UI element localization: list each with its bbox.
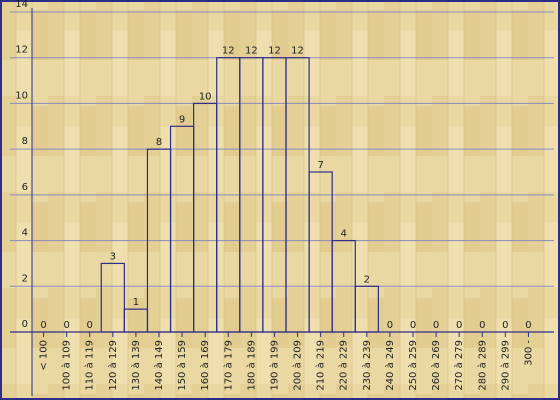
- x-tick-label: 180 à 189: [245, 340, 257, 391]
- y-tick-label: 2: [22, 273, 28, 284]
- data-label: 9: [179, 114, 185, 125]
- x-tick-label: 200 à 209: [292, 340, 304, 391]
- x-tick-label: 270 à 279: [453, 340, 465, 391]
- y-tick-label: 12: [15, 45, 28, 56]
- x-tick-label: 300 -: [523, 340, 534, 366]
- x-tick-label: 130 à 139: [130, 340, 142, 391]
- data-label: 12: [222, 46, 235, 57]
- data-label: 0: [410, 320, 416, 331]
- x-tick-label: 140 à 149: [153, 340, 165, 391]
- x-tick-label: 280 à 289: [476, 340, 488, 391]
- x-tick-label: 160 à 169: [199, 340, 211, 391]
- x-tick-label: < 100: [39, 340, 50, 371]
- data-label: 12: [245, 46, 258, 57]
- data-label: 0: [87, 320, 93, 331]
- x-tick-label: 230 à 239: [361, 340, 373, 391]
- y-tick-label: 0: [22, 319, 28, 330]
- x-tick-label: 260 à 269: [430, 340, 442, 391]
- x-tick-label: 150 à 159: [176, 340, 188, 391]
- data-label: 1: [133, 297, 139, 308]
- data-label: 7: [317, 160, 323, 171]
- data-label: 8: [156, 137, 162, 148]
- data-label: 0: [433, 320, 439, 331]
- x-tick-label: 110 à 119: [84, 340, 96, 391]
- data-label: 3: [110, 251, 116, 262]
- x-tick-label: 190 à 199: [268, 340, 280, 391]
- y-tick-label: 4: [22, 228, 28, 239]
- data-label: 12: [268, 46, 281, 57]
- x-tick-label: 250 à 259: [407, 340, 419, 391]
- data-label: 0: [387, 320, 393, 331]
- data-label: 0: [40, 320, 46, 331]
- data-label: 10: [199, 91, 212, 102]
- x-tick-label: 120 à 129: [107, 340, 119, 391]
- data-label: 12: [291, 46, 304, 57]
- data-label: 0: [479, 320, 485, 331]
- x-tick-label: 240 à 249: [384, 340, 396, 391]
- x-tick-label: 220 à 229: [338, 340, 350, 391]
- y-tick-label: 8: [22, 136, 28, 147]
- data-label: 0: [525, 320, 531, 331]
- x-tick-label: 210 à 219: [315, 340, 327, 391]
- x-tick-label: 170 à 179: [222, 340, 234, 391]
- bar: [100, 262, 125, 333]
- y-tick-label: 14: [15, 0, 28, 10]
- data-label: 0: [456, 320, 462, 331]
- y-tick-label: 6: [22, 182, 28, 193]
- data-label: 0: [63, 320, 69, 331]
- data-label: 4: [341, 229, 347, 240]
- y-tick-label: 10: [15, 90, 28, 101]
- x-tick-label: 100 à 109: [61, 340, 73, 391]
- data-label: 2: [364, 274, 370, 285]
- data-label: 0: [502, 320, 508, 331]
- x-tick-label: 290 à 299: [499, 340, 511, 391]
- bar: [354, 285, 379, 333]
